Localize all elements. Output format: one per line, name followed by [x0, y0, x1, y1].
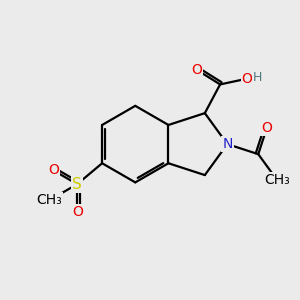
Text: S: S	[72, 177, 82, 192]
Text: N: N	[222, 137, 232, 151]
Text: O: O	[191, 63, 202, 77]
Text: O: O	[72, 205, 83, 219]
Text: O: O	[242, 72, 253, 86]
Text: O: O	[48, 164, 59, 177]
Text: CH₃: CH₃	[265, 173, 290, 188]
Text: O: O	[261, 121, 272, 135]
Text: CH₃: CH₃	[36, 194, 62, 207]
Text: H: H	[253, 71, 262, 84]
